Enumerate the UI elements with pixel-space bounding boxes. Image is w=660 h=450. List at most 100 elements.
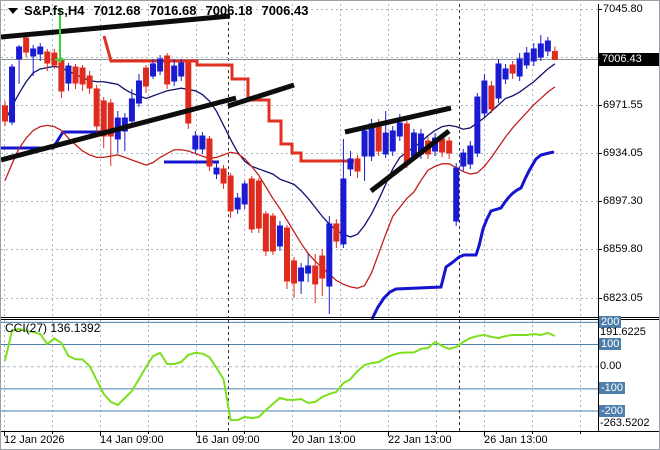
candle-body: [509, 64, 516, 74]
candle-body: [192, 135, 199, 150]
chevron-down-icon[interactable]: [8, 8, 18, 14]
price-axis-label: 7045.80: [603, 3, 643, 15]
candle-body: [227, 175, 234, 212]
current-price-badge: 7006.43: [599, 53, 659, 66]
trendline: [344, 105, 452, 135]
cci-max-label: 191.6225: [600, 325, 646, 338]
candle-body: [474, 96, 481, 154]
cci-zero-label: 0.00: [600, 360, 622, 373]
candle-body: [185, 62, 192, 124]
candle-body: [157, 58, 164, 72]
candle-body: [495, 63, 502, 99]
candle-body: [30, 48, 37, 57]
candle-body: [410, 132, 417, 157]
red-step-line: [102, 35, 354, 163]
candle-body: [453, 167, 460, 222]
candle-body: [199, 135, 206, 150]
candle-body: [128, 98, 135, 122]
time-axis-label: 12 Jan 2026: [4, 434, 65, 446]
candle-body: [403, 123, 410, 165]
candle-body: [396, 122, 403, 137]
candle-body: [2, 105, 8, 122]
candle-body: [382, 132, 389, 155]
candle-body: [467, 145, 474, 165]
candle-body: [262, 213, 269, 252]
price-axis-label: 6859.80: [603, 243, 643, 255]
trendline: [1, 13, 231, 40]
candle-body: [319, 255, 326, 279]
cci-level-badge: 200: [599, 315, 622, 328]
candle-body: [248, 178, 255, 230]
candle-body: [347, 158, 354, 170]
candle-body: [446, 140, 453, 154]
candle-body: [58, 60, 65, 92]
cci-level-badge: -100: [599, 382, 626, 395]
candle-body: [164, 55, 171, 85]
candle-body: [9, 66, 16, 123]
candle-body: [276, 225, 283, 247]
candle-body: [502, 68, 509, 80]
candle-body: [178, 62, 185, 77]
candle-body: [100, 100, 107, 137]
cci-line: [4, 327, 556, 422]
candle-body: [234, 197, 241, 210]
candle-body: [460, 152, 467, 167]
candle-body: [241, 183, 248, 205]
candle-body: [37, 46, 44, 55]
trendline: [369, 129, 451, 193]
trendline: [1, 95, 237, 163]
candle-body: [284, 227, 290, 282]
candle-body: [537, 43, 544, 58]
cci-level-badge: 100: [599, 338, 622, 351]
candle-body: [544, 40, 551, 52]
open-value: 7012.68: [93, 2, 141, 18]
candle-body: [481, 80, 488, 114]
cci-level-badge: -200: [599, 404, 626, 417]
price-axis-label: 6971.55: [603, 99, 643, 111]
low-value: 7006.18: [205, 2, 253, 18]
time-axis-label: 16 Jan 09:00: [196, 434, 260, 446]
candle-body: [439, 138, 446, 153]
candle-body: [255, 180, 262, 229]
candle-body: [206, 138, 213, 167]
blue-step-line: [370, 150, 555, 320]
candle-body: [16, 46, 23, 60]
candle-body: [340, 178, 347, 245]
time-axis-label: 26 Jan 13:00: [484, 434, 548, 446]
candle-body: [488, 85, 495, 110]
time-axis-label: 14 Jan 09:00: [100, 434, 164, 446]
candle-body: [72, 66, 79, 84]
candle-body: [79, 67, 86, 85]
price-axis-label: 6823.05: [603, 292, 643, 304]
candle-body: [220, 168, 227, 184]
candle-body: [298, 267, 305, 282]
time-axis-label: 20 Jan 13:00: [292, 434, 356, 446]
candle-body: [326, 223, 333, 287]
candle-body: [93, 88, 100, 127]
ma-fast-line: [4, 63, 556, 238]
candle-body: [107, 102, 114, 137]
candle-body: [135, 80, 142, 104]
candle-body: [171, 65, 178, 82]
symbol-timeframe-label: S&P.fs,H4: [24, 2, 85, 18]
chart-title-bar: S&P.fs,H4 7012.68 7016.68 7006.18 7006.4…: [6, 2, 317, 18]
candle-body: [291, 260, 298, 284]
candle-body: [333, 223, 340, 242]
candle-body: [516, 58, 523, 77]
cci-min-label: -263.5202: [600, 416, 650, 429]
candle-body: [65, 65, 72, 84]
candle-body: [312, 265, 319, 285]
candle-body: [389, 130, 396, 152]
candle-body: [44, 51, 51, 64]
candle-body: [361, 130, 368, 157]
time-axis-label: 22 Jan 13:00: [388, 434, 452, 446]
candles-layer: [2, 33, 558, 314]
candle-body: [523, 52, 530, 66]
price-axis-label: 6897.30: [603, 195, 643, 207]
blue-step-line: [1, 130, 114, 150]
candle-body: [143, 67, 149, 87]
cci-indicator-label: CCI(27) 136.1392: [5, 321, 101, 335]
close-value: 7006.43: [261, 2, 309, 18]
